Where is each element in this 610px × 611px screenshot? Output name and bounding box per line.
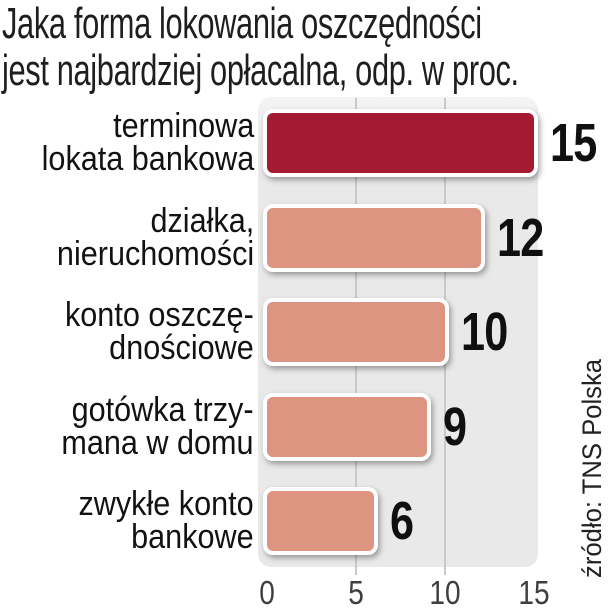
category-label-4: zwykłe konto bankowe	[0, 487, 254, 555]
category-label-2: konto oszczę-dnościowe	[0, 298, 254, 366]
category-label-text: gotówka trzy-mana w domu	[61, 390, 254, 462]
chart-title-line2: jest najbardziej opłacalna, odp. w proc.	[2, 46, 519, 95]
x-tick-text: 5	[348, 574, 364, 611]
category-label-text: terminowa lokata bankowa	[41, 107, 254, 178]
value-label-3: 9	[443, 393, 472, 461]
x-tick-label-0: 0	[258, 574, 276, 611]
value-label-0: 15	[550, 109, 608, 177]
x-tick-label-15: 15	[516, 574, 553, 611]
chart-title-line1: Jaka forma lokowania oszczędności	[2, 0, 482, 48]
category-label-text: konto oszczę-dnościowe	[65, 296, 254, 368]
x-tick-label-10: 10	[427, 574, 464, 611]
x-tick-text: 10	[429, 574, 461, 611]
bar-4	[263, 487, 378, 556]
category-label-3: gotówka trzy-mana w domu	[0, 393, 254, 461]
value-text: 6	[389, 491, 414, 552]
category-label-text: działka, nieruchomości	[56, 201, 254, 273]
value-label-2: 10	[461, 298, 519, 366]
value-label-1: 12	[497, 204, 555, 272]
value-text: 12	[496, 207, 544, 268]
value-text: 15	[550, 113, 597, 173]
bar-3	[263, 392, 432, 461]
x-tick-text: 0	[259, 574, 275, 611]
bar-1	[263, 203, 485, 272]
x-tick-text: 15	[518, 574, 550, 611]
bar-2	[263, 298, 449, 367]
category-label-text: zwykłe konto bankowe	[78, 485, 254, 557]
value-text: 9	[443, 396, 467, 457]
source-credit: źródło: TNS Polska	[577, 358, 607, 578]
bar-0	[263, 109, 538, 177]
category-label-1: działka, nieruchomości	[0, 204, 254, 272]
category-label-0: terminowa lokata bankowa	[0, 109, 254, 177]
x-tick-label-5: 5	[347, 574, 365, 611]
value-label-4: 6	[390, 487, 419, 555]
chart-title: Jaka forma lokowania oszczędności jest n…	[2, 0, 519, 94]
value-text: 10	[461, 302, 508, 363]
